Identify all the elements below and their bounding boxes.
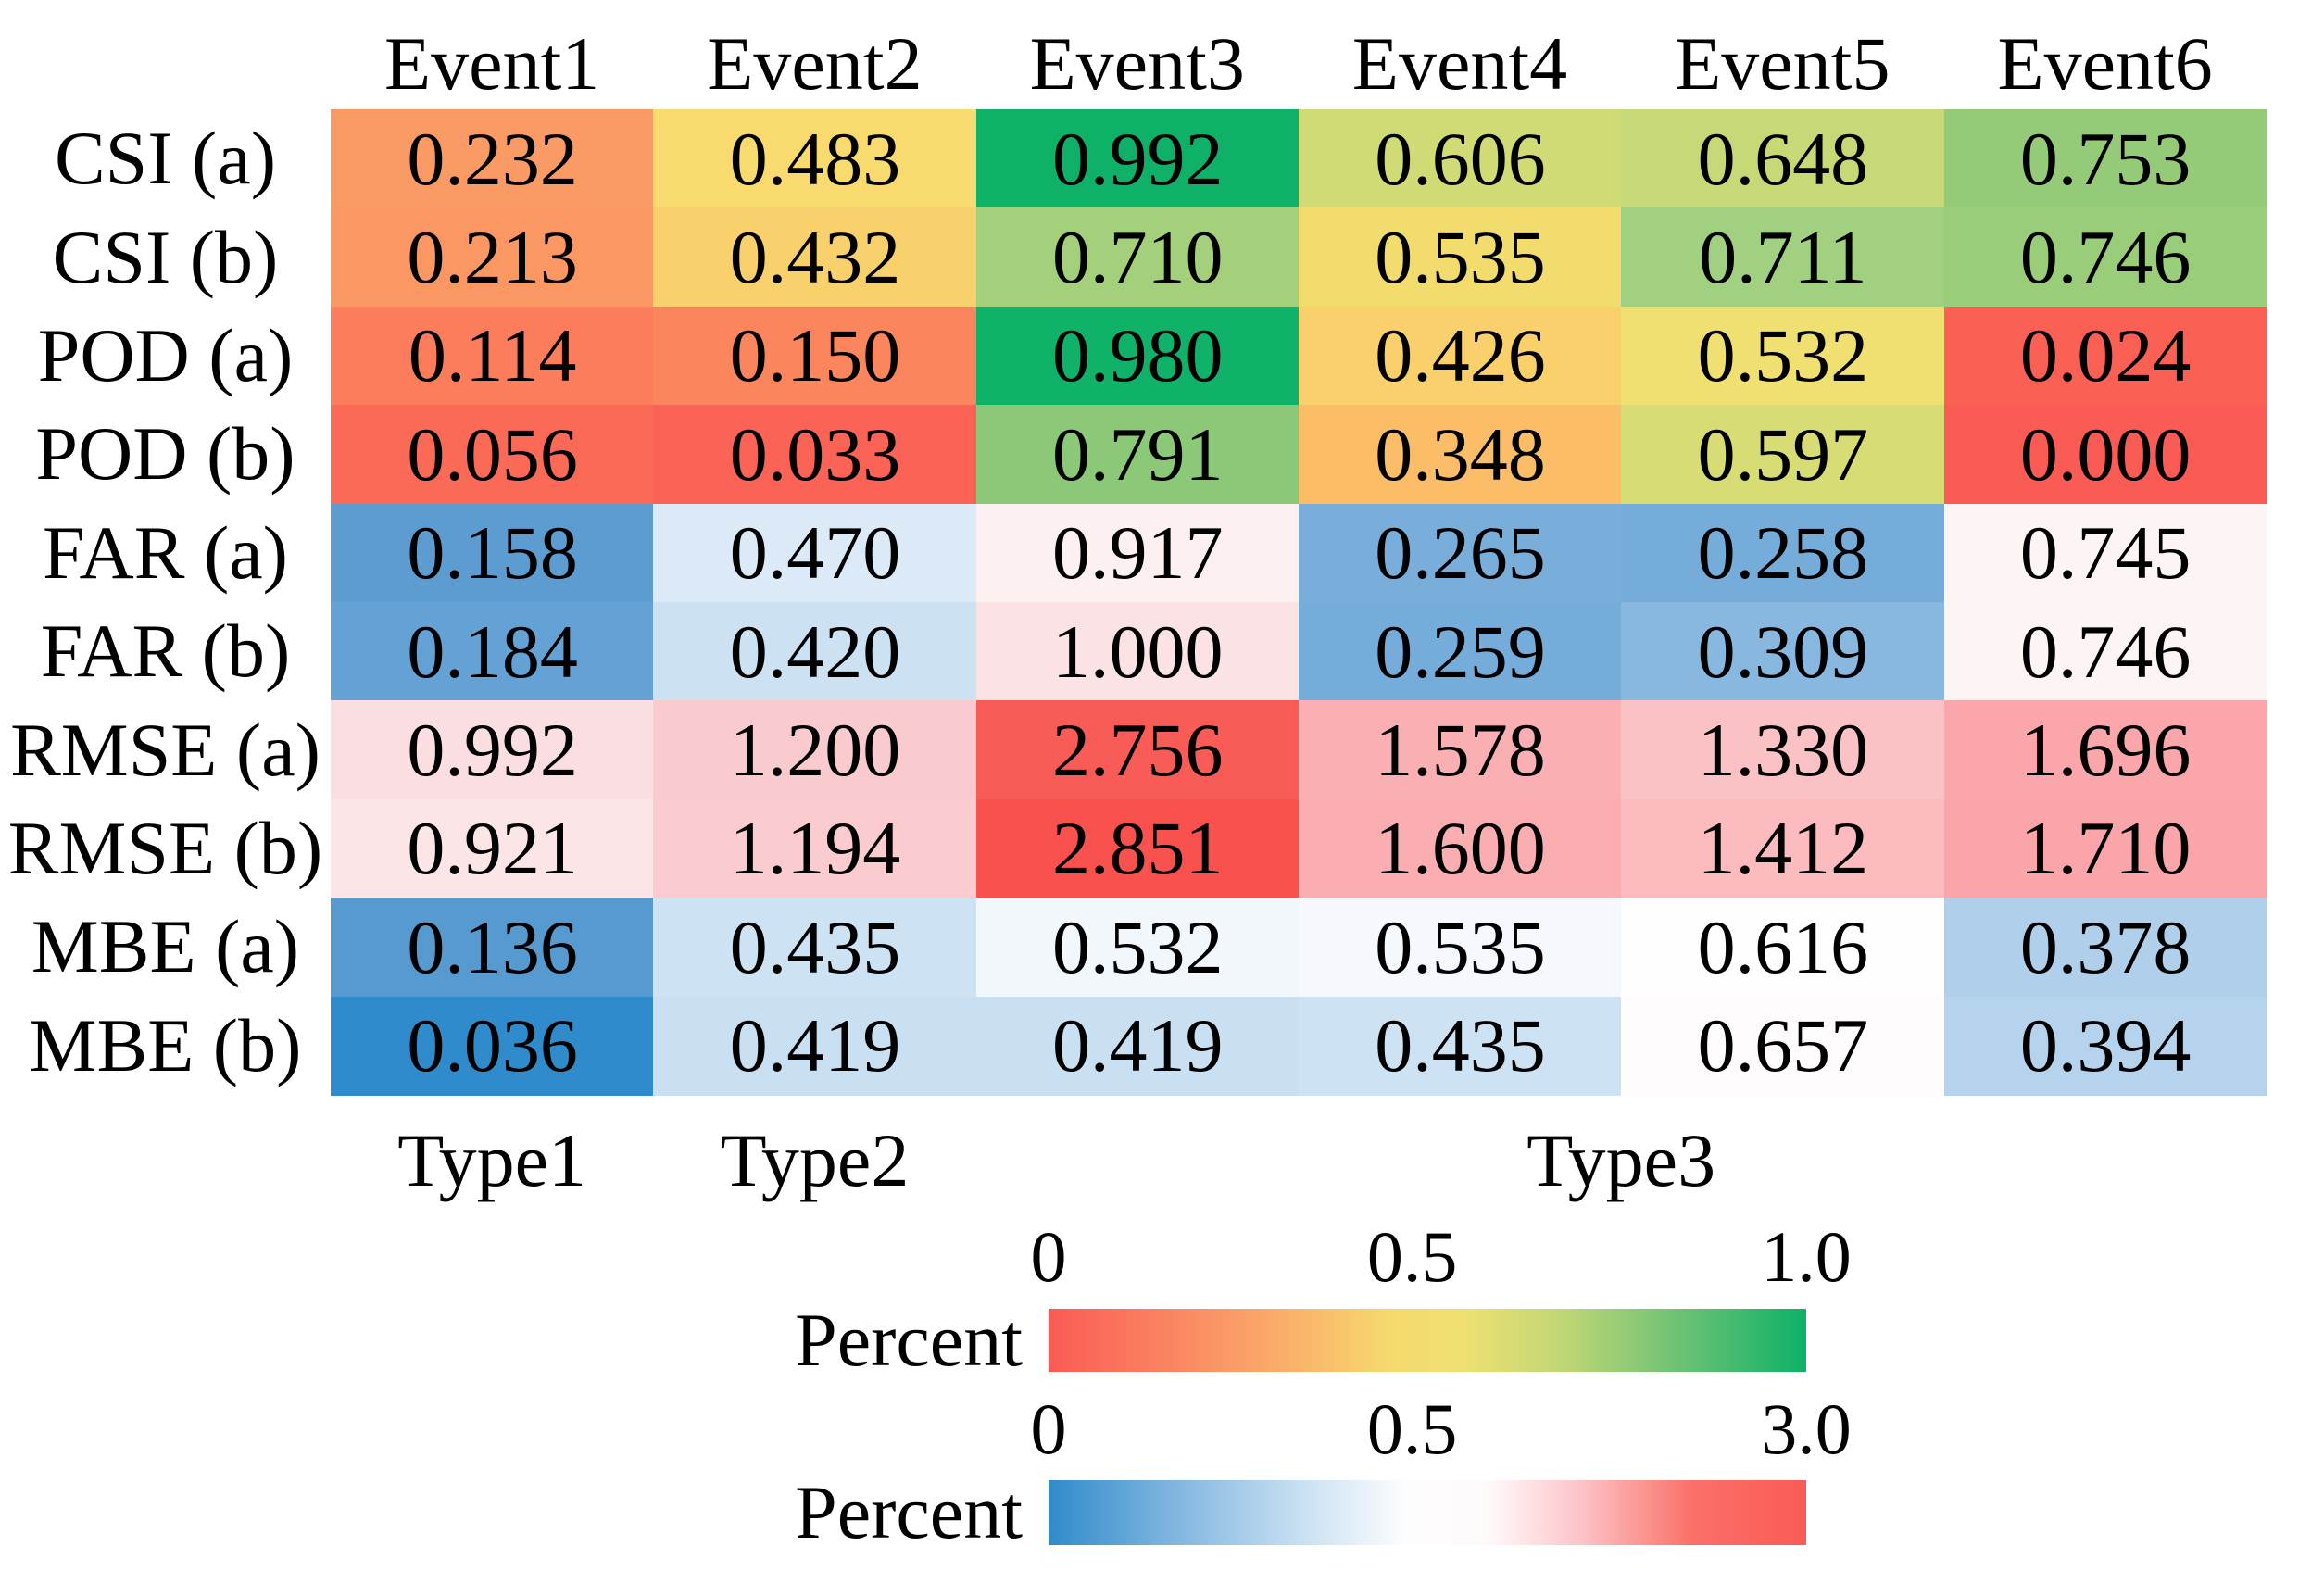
- heatmap-cell: 0.348: [1298, 405, 1623, 505]
- heatmap-cell: 0.535: [1298, 898, 1623, 998]
- heatmap-cell: 1.194: [653, 798, 977, 899]
- heatmap-cell: 1.578: [1298, 700, 1623, 800]
- column-header: Event6: [1997, 21, 2213, 106]
- row-label: RMSE (a): [10, 707, 320, 792]
- heatmap-cell: 1.412: [1621, 798, 1945, 899]
- heatmap-cell: 0.470: [653, 503, 977, 603]
- heatmap-cell: 0.532: [975, 898, 1300, 998]
- type-group-label: Type2: [720, 1118, 910, 1202]
- heatmap-cell: 0.657: [1621, 996, 1945, 1096]
- heatmap-cell: 2.851: [975, 798, 1300, 899]
- colorbar-gradient: [1049, 1480, 1806, 1545]
- row-label: FAR (a): [43, 509, 288, 595]
- heatmap-cell: 0.394: [1943, 996, 2267, 1096]
- heatmap-cell: 1.600: [1298, 798, 1623, 899]
- heatmap-cell: 0.992: [331, 700, 655, 800]
- heatmap-cell: 0.597: [1621, 405, 1945, 505]
- heatmap-cell: 0.420: [653, 602, 977, 702]
- heatmap-cell: 0.378: [1943, 898, 2267, 998]
- heatmap-cell: 0.710: [975, 207, 1300, 308]
- heatmap-cell: 1.696: [1943, 700, 2267, 800]
- heatmap-cell: 0.419: [653, 996, 977, 1096]
- heatmap-cell: 0.648: [1621, 109, 1945, 209]
- heatmap-cell: 0.435: [1298, 996, 1623, 1096]
- heatmap-cell: 0.150: [653, 306, 977, 407]
- row-label: CSI (b): [52, 214, 279, 299]
- row-label: CSI (a): [54, 116, 277, 201]
- heatmap-cell: 0.024: [1943, 306, 2267, 407]
- row-label: RMSE (b): [7, 805, 323, 890]
- colorbar-tick: 0.5: [1366, 1388, 1458, 1469]
- heatmap-cell: 0.232: [331, 109, 655, 209]
- colorbar-tick: 0: [1030, 1216, 1067, 1297]
- heatmap-cell: 0.532: [1621, 306, 1945, 407]
- heatmap-cell: 0.535: [1298, 207, 1623, 308]
- heatmap-cell: 0.917: [975, 503, 1300, 603]
- heatmap-cell: 0.435: [653, 898, 977, 998]
- heatmap-cell: 2.756: [975, 700, 1300, 800]
- heatmap-cell: 0.114: [331, 306, 655, 407]
- heatmap-cell: 0.753: [1943, 109, 2267, 209]
- column-header: Event2: [707, 21, 923, 106]
- heatmap-cell: 0.309: [1621, 602, 1945, 702]
- row-label: MBE (b): [29, 1002, 302, 1087]
- row-label: FAR (b): [40, 609, 291, 694]
- colorbar-tick: 3.0: [1761, 1388, 1852, 1469]
- type-group-label: Type3: [1526, 1118, 1716, 1202]
- heatmap-cell: 0.259: [1298, 602, 1623, 702]
- heatmap-cell: 0.033: [653, 405, 977, 505]
- heatmap-cell: 1.710: [1943, 798, 2267, 899]
- heatmap-cell: 0.213: [331, 207, 655, 308]
- heatmap-cell: 0.483: [653, 109, 977, 209]
- heatmap-cell: 0.606: [1298, 109, 1623, 209]
- row-label: MBE (a): [31, 904, 300, 989]
- row-label: POD (a): [37, 312, 294, 397]
- heatmap-cell: 0.980: [975, 306, 1300, 407]
- heatmap-cell: 0.746: [1943, 602, 2267, 702]
- heatmap-cell: 0.426: [1298, 306, 1623, 407]
- heatmap-cell: 0.745: [1943, 503, 2267, 603]
- row-label: POD (b): [35, 411, 295, 496]
- heatmap-cell: 0.258: [1621, 503, 1945, 603]
- heatmap-cell: 1.330: [1621, 700, 1945, 800]
- type-group-label: Type1: [397, 1118, 587, 1202]
- column-header: Event3: [1029, 21, 1245, 106]
- column-header: Event4: [1351, 21, 1568, 106]
- heatmap-cell: 0.136: [331, 898, 655, 998]
- heatmap-cell: 1.000: [975, 602, 1300, 702]
- colorbar-tick: 0: [1030, 1388, 1067, 1469]
- heatmap-cell: 0.158: [331, 503, 655, 603]
- heatmap-cell: 0.184: [331, 602, 655, 702]
- heatmap-cell: 0.616: [1621, 898, 1945, 998]
- heatmap-cell: 0.746: [1943, 207, 2267, 308]
- colorbar-tick: 1.0: [1761, 1216, 1852, 1297]
- colorbar-tick: 0.5: [1366, 1216, 1458, 1297]
- heatmap-cell: 0.921: [331, 798, 655, 899]
- heatmap-cell: 0.992: [975, 109, 1300, 209]
- column-header: Event5: [1675, 21, 1891, 106]
- colorbar-gradient: [1049, 1309, 1806, 1372]
- heatmap-cell: 0.000: [1943, 405, 2267, 505]
- heatmap-cell: 0.056: [331, 405, 655, 505]
- heatmap-cell: 0.419: [975, 996, 1300, 1096]
- column-header: Event1: [384, 21, 600, 106]
- colorbar-label: Percent: [795, 1298, 1023, 1382]
- heatmap-cell: 0.265: [1298, 503, 1623, 603]
- colorbar-label: Percent: [795, 1470, 1023, 1554]
- heatmap-cell: 1.200: [653, 700, 977, 800]
- heatmap-cell: 0.432: [653, 207, 977, 308]
- heatmap-cell: 0.036: [331, 996, 655, 1096]
- heatmap-cell: 0.711: [1621, 207, 1945, 308]
- heatmap-cell: 0.791: [975, 405, 1300, 505]
